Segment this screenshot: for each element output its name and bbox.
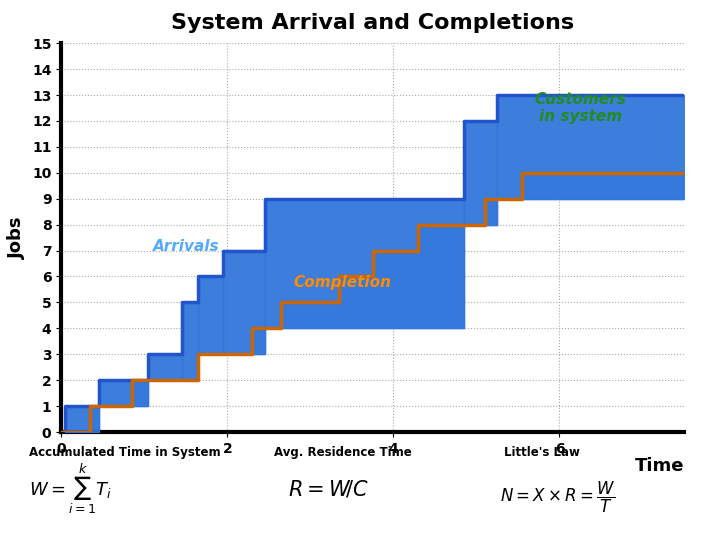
Title: System Arrival and Completions: System Arrival and Completions bbox=[171, 14, 574, 33]
Text: Time: Time bbox=[634, 457, 684, 475]
Polygon shape bbox=[198, 276, 223, 354]
Y-axis label: Jobs: Jobs bbox=[9, 217, 27, 259]
Text: Accumulated Time in System: Accumulated Time in System bbox=[29, 446, 220, 458]
Text: Customers
in system: Customers in system bbox=[534, 92, 626, 124]
Polygon shape bbox=[66, 406, 99, 432]
Text: Completion: Completion bbox=[294, 275, 392, 290]
Polygon shape bbox=[464, 121, 497, 225]
Text: Arrivals: Arrivals bbox=[153, 239, 219, 254]
Polygon shape bbox=[99, 380, 148, 406]
Text: $W = \sum_{i=1}^{k} T_i$: $W = \sum_{i=1}^{k} T_i$ bbox=[29, 461, 112, 516]
Polygon shape bbox=[497, 95, 684, 199]
Text: Avg. Residence Time: Avg. Residence Time bbox=[274, 446, 411, 458]
Text: $N = X \times R = \dfrac{W}{T}$: $N = X \times R = \dfrac{W}{T}$ bbox=[500, 480, 616, 515]
Polygon shape bbox=[181, 302, 198, 380]
Text: Little's Law: Little's Law bbox=[504, 446, 580, 458]
Polygon shape bbox=[223, 251, 265, 354]
Text: $R = W\!/C$: $R = W\!/C$ bbox=[288, 478, 369, 499]
Polygon shape bbox=[265, 199, 464, 328]
Polygon shape bbox=[148, 354, 181, 380]
